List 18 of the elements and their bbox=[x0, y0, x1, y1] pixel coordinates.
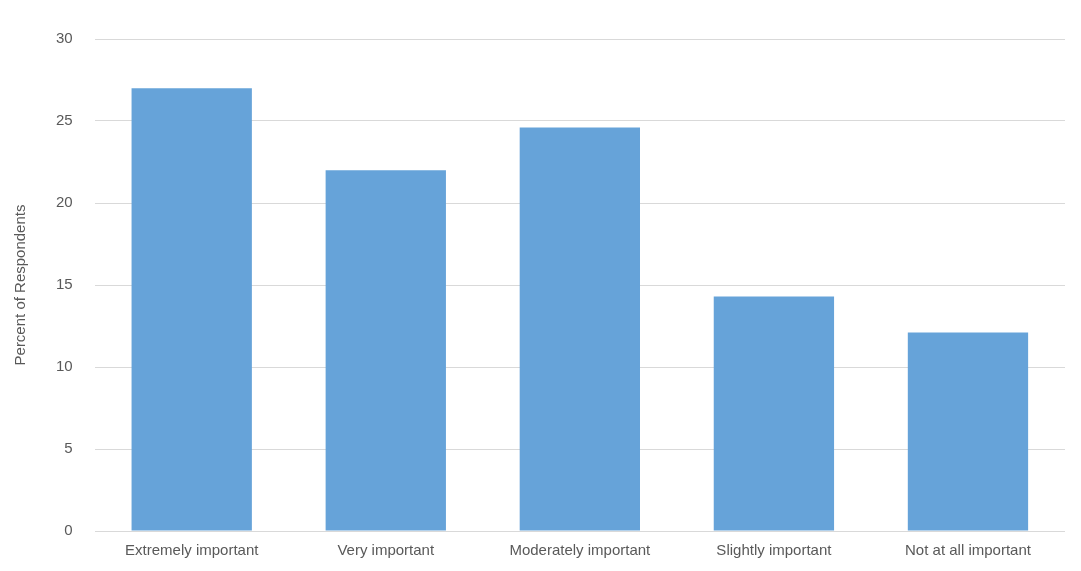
y-tick-label: 20 bbox=[56, 193, 73, 211]
bar bbox=[131, 88, 252, 531]
y-tick-label: 10 bbox=[56, 357, 73, 375]
y-tick-label: 5 bbox=[64, 439, 73, 457]
y-tick-label: 0 bbox=[64, 521, 73, 539]
y-tick-label: 30 bbox=[56, 29, 73, 47]
bar bbox=[907, 332, 1029, 531]
y-tick-label: 25 bbox=[56, 111, 73, 129]
bar bbox=[519, 127, 640, 531]
bar bbox=[713, 296, 835, 531]
x-tick-label: Extremely important bbox=[125, 541, 260, 559]
x-tick-label: Very important bbox=[337, 541, 435, 559]
bar bbox=[325, 170, 446, 531]
x-tick-label: Moderately important bbox=[509, 541, 652, 559]
x-tick-label: Not at all important bbox=[905, 541, 1032, 559]
y-tick-label: 15 bbox=[56, 275, 73, 293]
x-tick-label: Slightly important bbox=[716, 541, 833, 559]
y-axis-title: Percent of Respondents bbox=[11, 204, 29, 366]
